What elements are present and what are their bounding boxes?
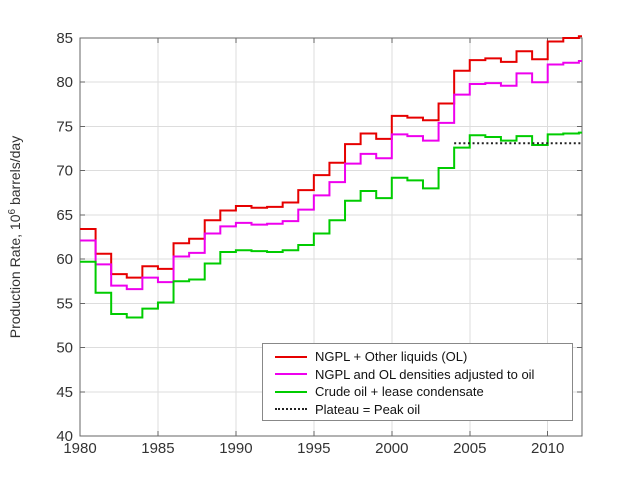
legend-item: Crude oil + lease condensate (263, 383, 572, 401)
legend-line-sample (275, 355, 307, 358)
series-densities-adjusted-line (80, 60, 582, 291)
legend-line-sample (275, 373, 307, 376)
y-tick-label: 40 (56, 428, 73, 445)
axis-ticks (79, 37, 582, 437)
y-tick-label: 75 (56, 118, 73, 135)
y-tick-label: 65 (56, 207, 73, 224)
x-tick-label: 1995 (297, 440, 330, 457)
x-tick-label: 2000 (375, 440, 408, 457)
x-tick-label: 1990 (219, 440, 252, 457)
x-tick-label: 1980 (63, 440, 96, 457)
y-tick-label: 55 (56, 295, 73, 312)
x-tick-label: 2005 (453, 440, 486, 457)
legend-label: Plateau = Peak oil (315, 401, 421, 417)
legend-dotted-line-sample (275, 408, 307, 411)
legend-item: NGPL and OL densities adjusted to oil (263, 366, 572, 384)
y-axis-label: Production Rate, 106 barrels/day (7, 136, 23, 338)
x-tick-label: 1985 (141, 440, 174, 457)
legend-label: Crude oil + lease condensate (315, 384, 484, 400)
series-ngpl-other-liquids-line (80, 35, 582, 279)
y-tick-label: 45 (56, 384, 73, 401)
x-tick-label: 2010 (531, 440, 564, 457)
legend-item: Plateau = Peak oil (263, 401, 572, 419)
y-tick-label: 60 (56, 251, 73, 268)
plot-box (79, 37, 583, 437)
legend-line-sample (275, 390, 307, 393)
y-tick-label: 50 (56, 340, 73, 357)
y-tick-label: 70 (56, 163, 73, 180)
legend-label: NGPL + Other liquids (OL) (315, 349, 468, 365)
legend-item: NGPL + Other liquids (OL) (263, 348, 572, 366)
y-tick-label: 80 (56, 74, 73, 91)
series-crude-condensate-line (80, 131, 582, 319)
y-tick-label: 85 (56, 30, 73, 47)
legend-box: NGPL + Other liquids (OL) NGPL and OL den… (262, 343, 573, 421)
legend-label: NGPL and OL densities adjusted to oil (315, 366, 535, 382)
